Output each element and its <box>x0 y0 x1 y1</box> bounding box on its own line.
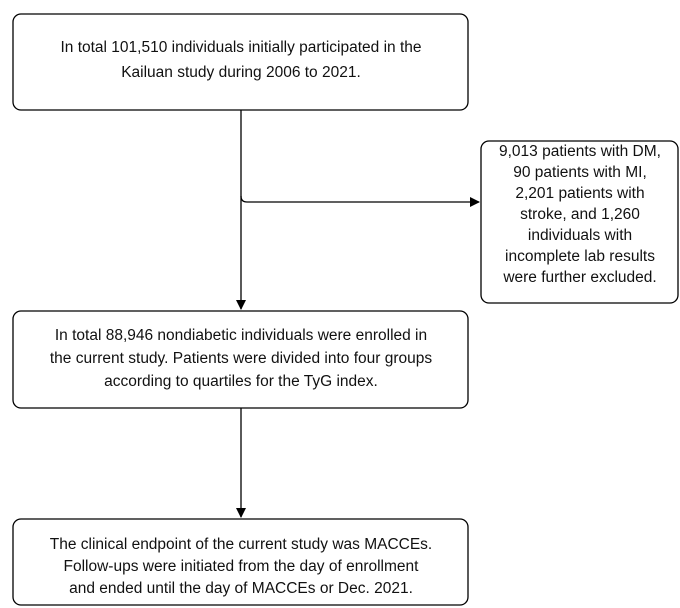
node-text: 9,013 patients with DM, <box>499 143 661 160</box>
node-text: were further excluded. <box>502 269 656 286</box>
node-box <box>12 13 469 111</box>
node-text: 90 patients with MI, <box>513 164 647 181</box>
node-text: In total 101,510 individuals initially p… <box>60 39 421 56</box>
node-text: incomplete lab results <box>505 248 655 265</box>
node-text: Kailuan study during 2006 to 2021. <box>121 64 361 81</box>
node-text: 2,201 patients with <box>515 185 644 202</box>
node-text: stroke, and 1,260 <box>520 206 640 223</box>
node-box <box>12 310 469 409</box>
node-text: The clinical endpoint of the current stu… <box>50 536 433 553</box>
node-text: individuals with <box>528 227 632 244</box>
node-box <box>12 518 469 606</box>
node-text: according to quartiles for the TyG index… <box>104 373 378 390</box>
node-text: the current study. Patients were divided… <box>50 350 433 367</box>
node-text: Follow-ups were initiated from the day o… <box>64 558 420 575</box>
arrow <box>240 195 480 207</box>
node-box <box>480 140 679 304</box>
node-text: In total 88,946 nondiabetic individuals … <box>55 327 427 344</box>
node-text: and ended until the day of MACCEs or Dec… <box>69 580 413 597</box>
